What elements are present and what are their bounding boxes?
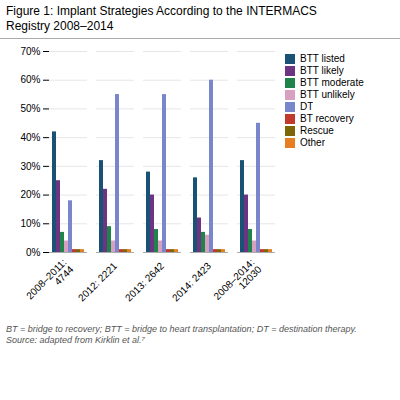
svg-text:2014: 2423: 2014: 2423: [170, 260, 213, 303]
svg-text:2013: 2642: 2013: 2642: [123, 260, 166, 303]
html-text:Other: Other: [300, 137, 325, 148]
html-text:BTT moderate: BTT moderate: [300, 77, 364, 88]
html-text:Figure 1: Implant Strategies A: Figure 1: Implant Strategies According t…: [6, 4, 317, 33]
svg-text:70%: 70%: [20, 46, 40, 57]
svg-text:2012: 2221: 2012: 2221: [76, 260, 119, 303]
svg-text:0%: 0%: [26, 247, 41, 258]
html-text:BTT listed: BTT listed: [300, 53, 345, 64]
html-text:BT = bridge to recovery; BTT =: BT = bridge to recovery; BTT = bridge to…: [6, 324, 357, 345]
html-text:BTT unlikely: BTT unlikely: [300, 89, 355, 100]
svg-text:20%: 20%: [20, 189, 40, 200]
svg-text:50%: 50%: [20, 103, 40, 114]
svg-text:40%: 40%: [20, 132, 40, 143]
html-text:DT: DT: [300, 101, 314, 112]
html-text:BT recovery: BT recovery: [300, 113, 354, 124]
svg-text:30%: 30%: [20, 161, 40, 172]
svg-text:10%: 10%: [20, 218, 40, 229]
html-text:BTT likely: BTT likely: [300, 65, 344, 76]
svg-text:2008–2014:12030: 2008–2014:12030: [211, 256, 264, 309]
svg-text:60%: 60%: [20, 74, 40, 85]
html-text:Rescue: Rescue: [300, 125, 334, 136]
svg-text:2008–2011:4744: 2008–2011:4744: [24, 256, 76, 308]
